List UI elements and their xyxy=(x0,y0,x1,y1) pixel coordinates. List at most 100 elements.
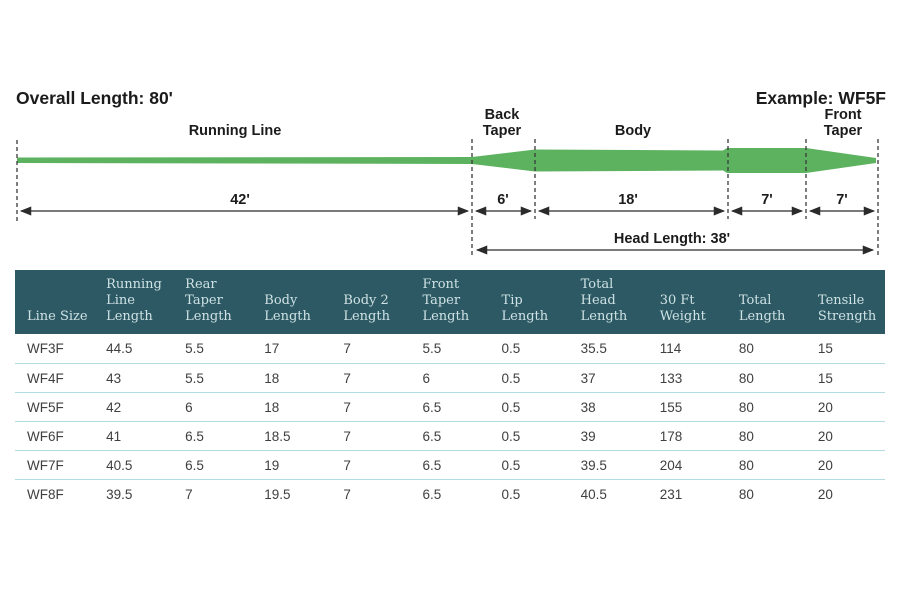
measurement-running-line: 42' xyxy=(19,192,470,216)
table-cell: 5.5 xyxy=(185,370,204,386)
column-header-body-2-length: Body 2 Length xyxy=(343,293,390,325)
table-cell: 7 xyxy=(343,428,351,444)
table-cell: 44.5 xyxy=(106,341,133,356)
table-cell: 6.5 xyxy=(185,457,204,473)
column-header-front-taper-length: Front Taper Length xyxy=(422,277,470,325)
table-cell: 6 xyxy=(422,370,430,386)
column-header-30ft-weight: 30 Ft Weight xyxy=(659,293,706,325)
table-row: WF7F 40.5 6.5 19 7 6.5 0.5 39.5 204 80 20 xyxy=(15,450,885,479)
column-header-total-head-length: Total Head Length xyxy=(580,277,628,325)
table-cell: 155 xyxy=(659,399,683,415)
table-row: WF5F 42 6 18 7 6.5 0.5 38 155 80 20 xyxy=(15,392,885,421)
table-cell: 5.5 xyxy=(422,341,442,356)
table-cell: 7 xyxy=(343,486,351,502)
body-label: Body xyxy=(615,123,651,139)
table-cell: WF5F xyxy=(27,399,64,415)
table-header: Line Size Running Line Length Rear Taper… xyxy=(15,270,885,334)
svg-text:Back: Back xyxy=(485,107,521,123)
table-cell: 39.5 xyxy=(106,486,133,502)
table-cell: 18.5 xyxy=(264,428,291,444)
table-cell: 20 xyxy=(817,457,833,473)
table-cell: 19 xyxy=(264,457,280,473)
table-cell: 6.5 xyxy=(185,428,204,444)
back-taper-label: Back Taper xyxy=(483,107,522,139)
table-cell: 7 xyxy=(343,370,351,386)
table-cell: 0.5 xyxy=(501,399,521,415)
table-cell: 35.5 xyxy=(580,341,607,356)
table-cell: 6.5 xyxy=(422,428,442,444)
table-cell: 18 xyxy=(264,370,280,386)
table-row: WF6F 41 6.5 18.5 7 6.5 0.5 39 178 80 20 xyxy=(15,421,885,450)
table-row: WF8F 39.5 7 19.5 7 6.5 0.5 40.5 231 80 20 xyxy=(15,479,885,508)
table-cell: 43 xyxy=(106,370,122,386)
table-cell: 39 xyxy=(580,428,596,444)
table-cell: 6.5 xyxy=(422,399,442,415)
taper-diagram: Overall Length: 80' Example: WF5F Runnin… xyxy=(0,0,900,262)
example-label: Example: WF5F xyxy=(756,88,887,108)
table-cell: 5.5 xyxy=(185,341,204,356)
table-cell: 37 xyxy=(580,370,596,386)
table-cell: 39.5 xyxy=(580,457,607,473)
table-cell: 178 xyxy=(659,428,683,444)
table-cell: WF8F xyxy=(27,486,64,502)
head-length-measurement: Head Length: 38' xyxy=(475,231,875,255)
table-cell: 7 xyxy=(185,486,193,502)
measurement-label: 6' xyxy=(497,192,509,208)
svg-text:Taper: Taper xyxy=(483,123,522,139)
table-cell: 114 xyxy=(659,341,682,356)
table-cell: 204 xyxy=(659,457,683,473)
table-cell: WF6F xyxy=(27,428,64,444)
measurement-back-taper: 6' xyxy=(474,192,533,216)
table-cell: 17 xyxy=(264,341,280,356)
table-cell: 0.5 xyxy=(501,486,521,502)
table-cell: 15 xyxy=(817,370,833,386)
table-cell: 0.5 xyxy=(501,341,521,356)
column-header-total-length: Total Length xyxy=(738,293,786,325)
table-cell: 0.5 xyxy=(501,457,521,473)
table-cell: 20 xyxy=(817,486,833,502)
svg-text:Taper: Taper xyxy=(824,123,863,139)
running-line-label: Running Line xyxy=(189,123,282,139)
column-header-body-length: Body Length xyxy=(264,293,311,325)
table-row: WF4F 43 5.5 18 7 6 0.5 37 133 80 15 xyxy=(15,363,885,392)
table-cell: WF4F xyxy=(27,370,64,386)
column-header-line-size: Line Size xyxy=(27,309,88,325)
table-cell: 40.5 xyxy=(580,486,607,502)
table-cell: 80 xyxy=(738,486,754,502)
overall-length-label: Overall Length: 80' xyxy=(16,88,173,108)
front-taper-label: Front Taper xyxy=(824,107,863,139)
table-cell: 0.5 xyxy=(501,428,521,444)
table-cell: 6 xyxy=(185,399,193,415)
column-header-running-line-length: Running Line Length xyxy=(106,277,162,325)
table-cell: 20 xyxy=(817,428,833,444)
table-cell: 80 xyxy=(738,457,754,473)
spec-table: Line Size Running Line Length Rear Taper… xyxy=(15,270,885,508)
measurement-front-taper: 7' xyxy=(808,192,876,216)
table-cell: WF7F xyxy=(27,457,64,473)
table-cell: 80 xyxy=(738,341,754,356)
table-body: WF3F 44.5 5.5 17 7 5.5 0.5 35.5 114 80 15 WF4F 43 5.5… xyxy=(15,334,885,508)
column-header-tensile-strength: Tensile Strength xyxy=(817,293,877,325)
table-cell: 80 xyxy=(738,399,754,415)
measurement-body: 18' xyxy=(537,192,726,216)
measurement-label: 42' xyxy=(230,192,250,208)
table-cell: 19.5 xyxy=(264,486,291,502)
measurement-body2: 7' xyxy=(730,192,804,216)
table-cell: 42 xyxy=(106,399,122,415)
table-cell: 20 xyxy=(817,399,833,415)
measurement-label: 18' xyxy=(618,192,638,208)
table-cell: 80 xyxy=(738,370,754,386)
table-cell: 38 xyxy=(580,399,596,415)
table-row: WF3F 44.5 5.5 17 7 5.5 0.5 35.5 114 80 15 xyxy=(15,334,885,363)
table-cell: 7 xyxy=(343,457,351,473)
column-header-tip-length: Tip Length xyxy=(501,293,549,325)
table-cell: 0.5 xyxy=(501,370,521,386)
table-cell: WF3F xyxy=(27,341,64,356)
svg-text:Front: Front xyxy=(824,107,861,123)
table-cell: 18 xyxy=(264,399,280,415)
table-cell: 133 xyxy=(659,370,683,386)
table-cell: 15 xyxy=(817,341,833,356)
table-cell: 41 xyxy=(106,428,122,444)
measurement-label: 7' xyxy=(761,192,773,208)
